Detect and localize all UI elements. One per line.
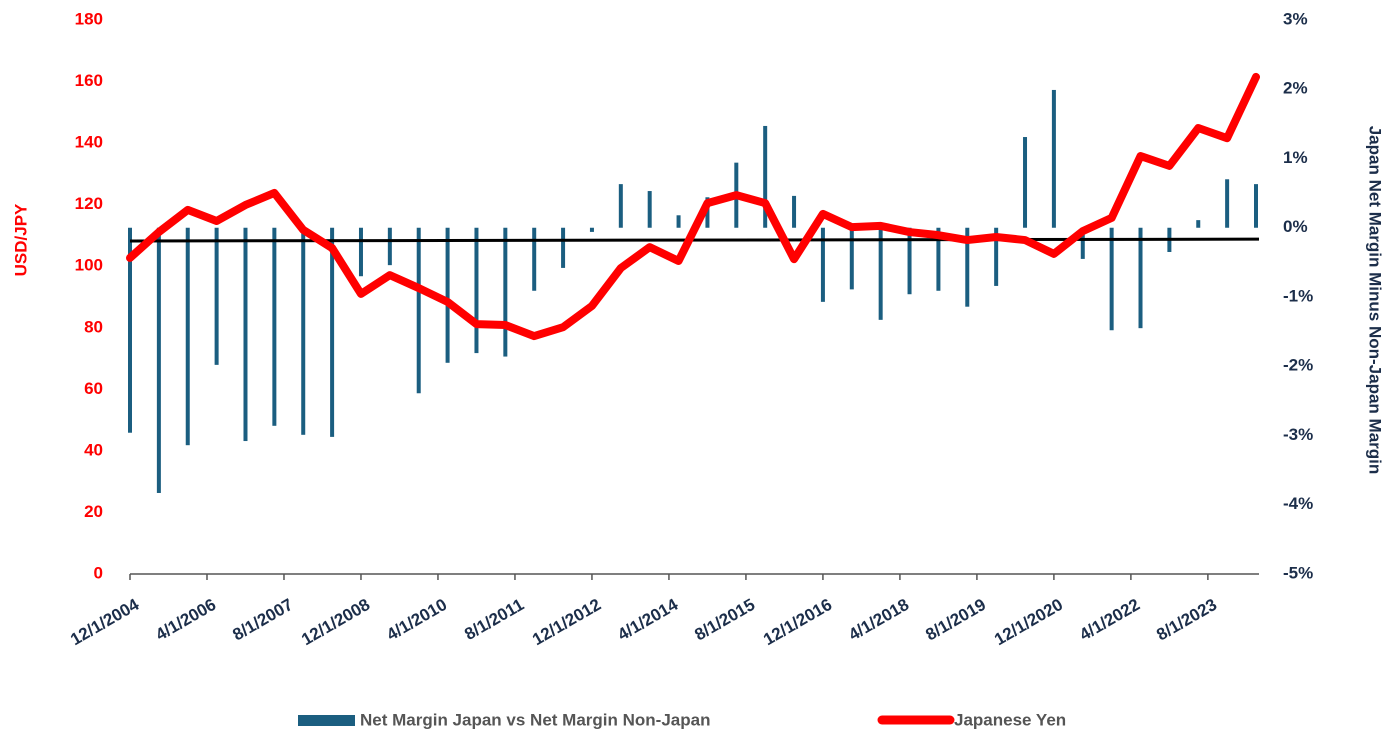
y2-tick-label: -4% <box>1283 494 1313 513</box>
bar <box>589 227 594 232</box>
y-axis-title: USD/JPY <box>11 203 30 276</box>
bar <box>128 227 132 433</box>
bar <box>647 191 652 228</box>
x-tick-label: 12/1/2016 <box>760 595 835 649</box>
bar <box>1051 89 1056 228</box>
x-tick-label: 12/1/2008 <box>298 595 373 649</box>
bar <box>878 227 883 320</box>
bar <box>561 227 566 268</box>
bar <box>243 227 248 442</box>
y-tick-label: 180 <box>75 9 103 28</box>
x-tick-label: 4/1/2010 <box>383 595 450 645</box>
y-tick-label: 120 <box>75 194 103 213</box>
y2-tick-label: 0% <box>1283 217 1308 236</box>
y2-tick-label: 1% <box>1283 148 1308 167</box>
y-tick-label: 20 <box>84 502 103 521</box>
x-tick-label: 8/1/2019 <box>922 595 989 645</box>
bar <box>1023 137 1028 228</box>
y2-axis-title: Japan Net Margin Minus Non-Japan Margin <box>1366 126 1385 475</box>
y-tick-label: 100 <box>75 256 103 275</box>
x-tick-label: 12/1/2012 <box>529 595 604 649</box>
bar <box>1080 227 1085 259</box>
bar <box>792 195 797 228</box>
bar <box>1254 184 1258 228</box>
bar <box>474 227 479 354</box>
bar <box>387 227 392 266</box>
legend-label: Net Margin Japan vs Net Margin Non-Japan <box>360 710 710 729</box>
x-tick-label: 8/1/2015 <box>691 595 758 645</box>
y-tick-label: 80 <box>84 317 103 336</box>
bar <box>1196 220 1201 228</box>
x-tick-label: 12/1/2020 <box>991 595 1066 649</box>
y2-tick-label: -3% <box>1283 425 1313 444</box>
x-tick-label: 4/1/2014 <box>614 595 681 645</box>
x-tick-label: 4/1/2018 <box>845 595 912 645</box>
x-tick-label: 4/1/2006 <box>152 595 219 645</box>
bar <box>185 227 190 446</box>
x-tick-label: 8/1/2023 <box>1153 595 1220 645</box>
bar <box>676 215 681 228</box>
bar <box>532 227 537 291</box>
bar <box>618 184 623 228</box>
bar <box>820 227 825 302</box>
bar <box>503 227 508 357</box>
x-tick-label: 8/1/2011 <box>461 595 527 644</box>
bar <box>1225 179 1230 228</box>
y-tick-label: 160 <box>75 71 103 90</box>
bar <box>1109 227 1114 331</box>
bar <box>763 125 768 228</box>
y-tick-label: 140 <box>75 133 103 152</box>
x-tick-label: 12/1/2004 <box>67 595 142 650</box>
x-tick-label: 4/1/2022 <box>1076 595 1143 645</box>
line <box>126 72 1260 341</box>
bar <box>705 197 710 228</box>
bar <box>445 227 450 363</box>
y-tick-label: 40 <box>84 440 103 459</box>
bar <box>849 227 854 290</box>
x-tick-label: 8/1/2007 <box>229 595 296 645</box>
y-tick-label: 60 <box>84 379 103 398</box>
trend-line <box>129 237 1260 243</box>
y2-tick-label: 3% <box>1283 9 1308 28</box>
bar <box>301 227 306 435</box>
y2-tick-label: -2% <box>1283 356 1313 375</box>
bar <box>272 227 277 426</box>
bar <box>330 227 335 437</box>
y-tick-label: 0 <box>94 563 103 582</box>
bar <box>1138 227 1143 329</box>
bar <box>156 227 161 493</box>
bar <box>358 227 363 277</box>
bar <box>416 227 421 394</box>
legend-swatch <box>298 715 355 726</box>
legend-label: Japanese Yen <box>954 710 1066 729</box>
y2-tick-label: -1% <box>1283 286 1313 305</box>
bar <box>965 227 970 307</box>
bar <box>936 227 941 291</box>
y2-tick-label: 2% <box>1283 79 1308 98</box>
bar <box>214 227 219 365</box>
bar <box>907 227 912 295</box>
y2-tick-label: -5% <box>1283 563 1313 582</box>
bar <box>994 227 999 286</box>
